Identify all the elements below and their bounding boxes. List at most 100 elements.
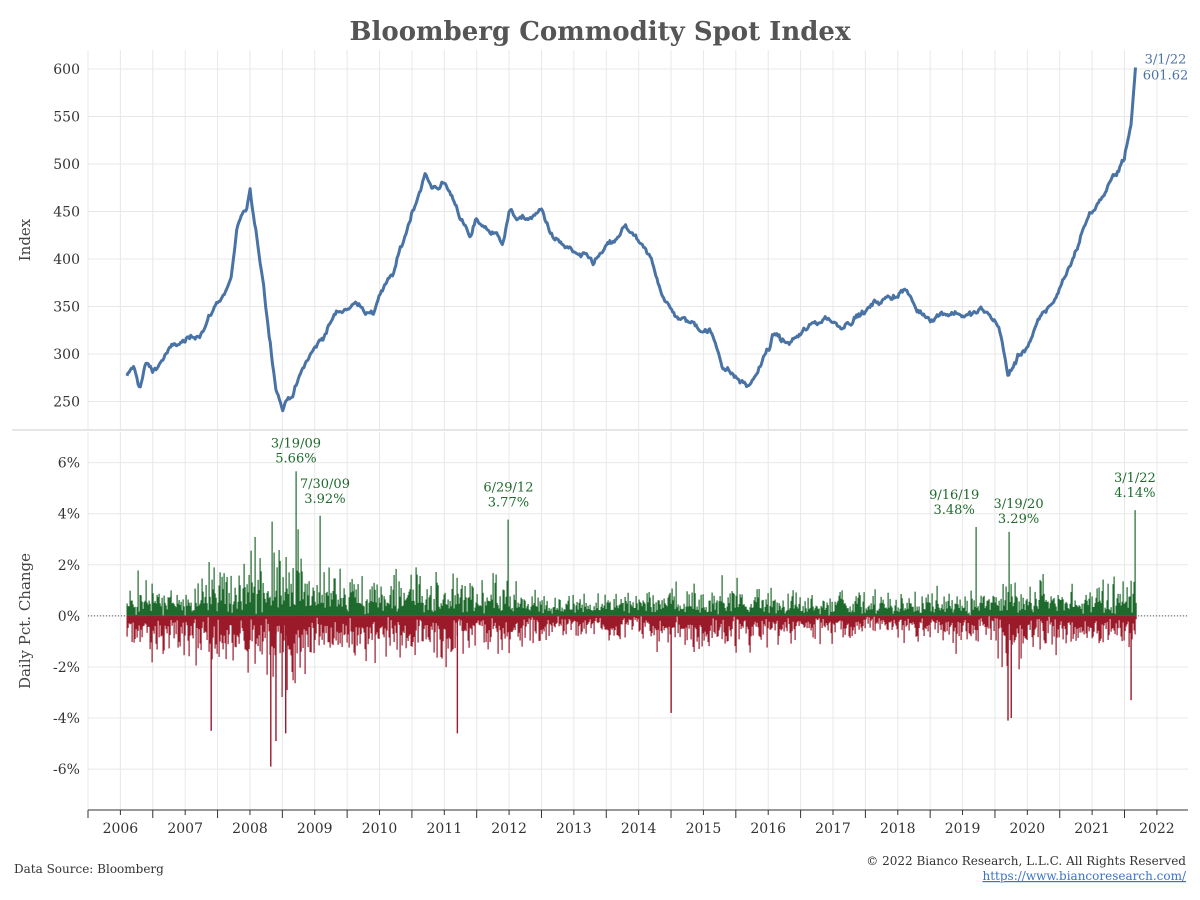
down-bar xyxy=(296,615,298,654)
up-bar xyxy=(284,592,286,616)
down-bar xyxy=(710,615,712,626)
up-bar xyxy=(379,602,381,616)
down-bar xyxy=(252,615,254,630)
up-bar xyxy=(354,597,356,616)
up-bar xyxy=(166,609,168,616)
down-bar xyxy=(326,615,328,626)
down-bar xyxy=(997,615,999,659)
up-bar xyxy=(941,604,943,616)
up-bar xyxy=(340,597,342,616)
down-bar xyxy=(779,615,781,630)
up-bar xyxy=(676,607,678,616)
up-bar xyxy=(1028,601,1030,616)
down-bar xyxy=(1086,615,1088,638)
up-bar xyxy=(127,606,129,616)
down-bar xyxy=(1109,615,1111,620)
down-bar xyxy=(487,615,489,650)
up-bar xyxy=(181,610,183,616)
up-bar xyxy=(1010,584,1012,616)
down-bar xyxy=(402,615,404,632)
down-bar xyxy=(926,615,928,626)
up-bar xyxy=(1024,609,1026,616)
up-bar xyxy=(180,601,182,616)
down-bar xyxy=(1009,615,1011,641)
up-bar xyxy=(757,597,759,616)
down-bar xyxy=(907,615,909,619)
up-bar xyxy=(305,606,307,616)
down-bar xyxy=(973,615,975,626)
up-bar xyxy=(516,607,518,616)
up-bar xyxy=(1078,605,1080,616)
down-bar xyxy=(280,615,282,634)
down-bar xyxy=(924,615,926,628)
up-bar xyxy=(1033,605,1035,616)
down-bar xyxy=(362,615,364,629)
down-bar xyxy=(305,615,307,631)
down-bar xyxy=(934,615,936,630)
up-bar xyxy=(948,593,950,616)
down-bar xyxy=(1062,615,1064,640)
down-bar xyxy=(782,615,784,625)
down-bar xyxy=(205,615,207,633)
down-bar xyxy=(1102,615,1104,643)
up-bar xyxy=(533,603,535,616)
up-bar xyxy=(472,587,474,616)
up-bar xyxy=(768,612,770,616)
up-bar xyxy=(571,609,573,616)
up-bar xyxy=(334,578,336,616)
up-bar xyxy=(550,608,552,616)
up-bar xyxy=(630,604,632,616)
down-bar xyxy=(571,615,573,624)
down-bar xyxy=(540,615,542,630)
down-bar xyxy=(950,615,952,626)
up-bar xyxy=(749,607,751,616)
down-bar xyxy=(445,615,447,668)
up-bar xyxy=(337,599,339,616)
down-bar xyxy=(821,615,823,629)
up-bar xyxy=(268,598,270,616)
down-bar xyxy=(194,615,196,620)
up-bar xyxy=(1134,510,1136,616)
up-bar xyxy=(423,612,425,616)
down-bar xyxy=(815,615,817,619)
down-bar xyxy=(415,615,417,631)
down-bar xyxy=(912,615,914,623)
up-bar xyxy=(1080,608,1082,616)
up-bar xyxy=(653,603,655,616)
down-bar xyxy=(202,615,204,622)
down-bar xyxy=(162,615,164,654)
up-bar xyxy=(728,603,730,616)
down-bar xyxy=(841,615,843,622)
down-bar xyxy=(702,615,704,634)
up-bar xyxy=(524,600,526,616)
up-bar xyxy=(356,602,358,616)
up-bar xyxy=(504,603,506,616)
down-bar xyxy=(996,615,998,619)
down-bar xyxy=(127,615,129,628)
down-bar xyxy=(942,615,944,641)
down-bar xyxy=(279,615,281,654)
down-bar xyxy=(441,615,443,659)
down-bar xyxy=(1095,615,1097,622)
down-bar xyxy=(150,615,152,643)
down-bar xyxy=(968,615,970,634)
up-bar xyxy=(870,603,872,616)
up-bar xyxy=(377,607,379,616)
up-bar xyxy=(493,608,495,616)
up-bar xyxy=(168,598,170,616)
up-bar xyxy=(142,608,144,616)
down-bar xyxy=(800,615,802,624)
up-bar xyxy=(264,598,266,616)
up-bar xyxy=(602,608,604,616)
up-bar xyxy=(535,606,537,616)
website-link[interactable]: https://www.biancoresearch.com/ xyxy=(982,869,1186,883)
up-bar xyxy=(1054,603,1056,616)
up-bar xyxy=(734,607,736,616)
down-bar xyxy=(419,615,421,620)
down-bar xyxy=(1034,615,1036,630)
up-bar xyxy=(1073,606,1075,616)
down-bar xyxy=(786,615,788,632)
up-bar xyxy=(415,567,417,616)
down-bar xyxy=(1039,615,1041,650)
up-bar xyxy=(620,599,622,616)
